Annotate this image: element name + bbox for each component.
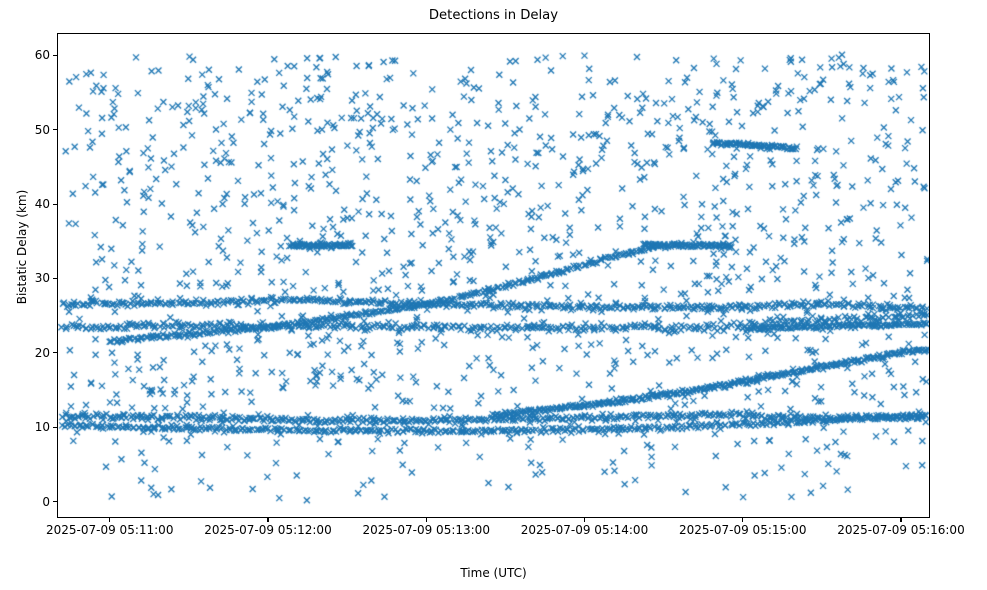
y-tick-label: 20: [34, 345, 50, 360]
x-tick-mark: [742, 518, 744, 522]
y-tick-label: 50: [34, 122, 50, 137]
y-tick-mark: [53, 501, 57, 503]
y-tick-label: 40: [34, 197, 50, 212]
scatter-plot-canvas: [58, 34, 929, 517]
x-axis-label: Time (UTC): [460, 566, 527, 580]
y-tick-label: 60: [34, 48, 50, 63]
x-tick-label: 2025-07-09 05:16:00: [837, 523, 965, 537]
plot-area: [57, 33, 930, 518]
x-tick-mark: [425, 518, 427, 522]
x-tick-mark: [267, 518, 269, 522]
y-tick-label: 30: [34, 271, 50, 286]
x-tick-label: 2025-07-09 05:13:00: [362, 523, 490, 537]
y-tick-mark: [53, 426, 57, 428]
x-tick-label: 2025-07-09 05:11:00: [46, 523, 174, 537]
y-tick-label: 10: [34, 420, 50, 435]
y-tick-mark: [53, 129, 57, 131]
y-tick-label: 0: [42, 494, 50, 509]
x-tick-mark: [583, 518, 586, 522]
y-tick-mark: [53, 277, 57, 280]
y-axis-label: Bistatic Delay (km): [15, 189, 29, 305]
y-tick-mark: [53, 54, 57, 56]
x-tick-mark: [900, 518, 902, 522]
y-tick-mark: [53, 203, 57, 205]
x-tick-label: 2025-07-09 05:15:00: [679, 523, 807, 537]
x-tick-mark: [109, 518, 111, 522]
y-tick-mark: [53, 352, 57, 354]
chart-title: Detections in Delay: [428, 8, 559, 23]
x-tick-label: 2025-07-09 05:14:00: [520, 523, 649, 537]
x-tick-label: 2025-07-09 05:12:00: [204, 523, 332, 537]
